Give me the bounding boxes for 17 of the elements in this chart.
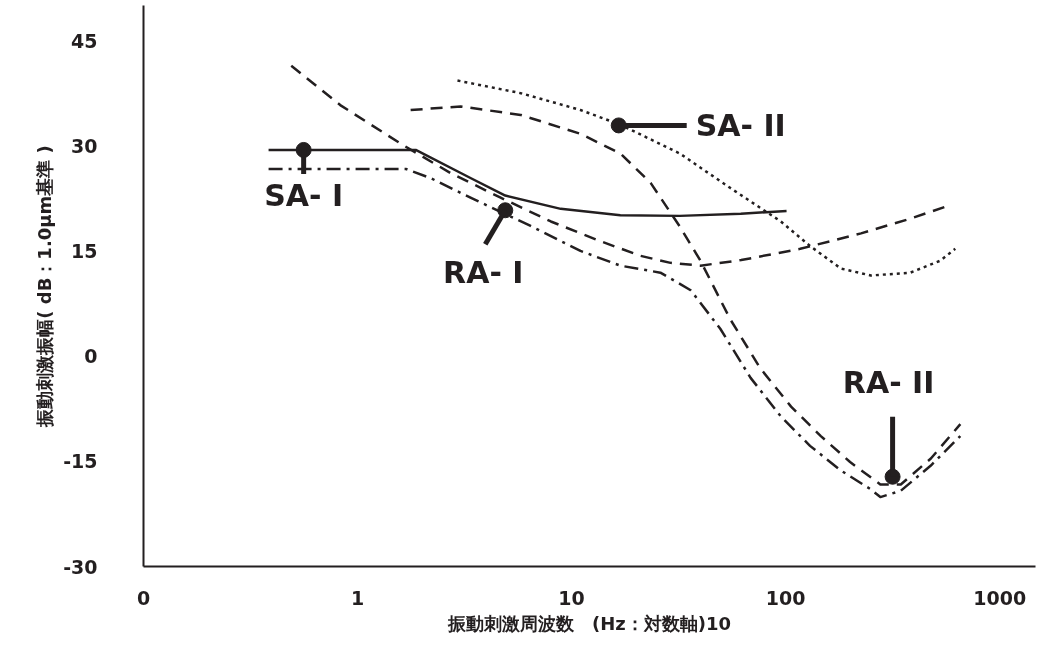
- annotation: SA- I: [264, 178, 344, 214]
- annotation: RA- I: [443, 254, 524, 290]
- y-tick-label: -15: [63, 450, 98, 473]
- x-tick-label: 10: [558, 586, 585, 609]
- y-tick-label: -30: [63, 555, 98, 578]
- y-tick-label: 15: [71, 239, 98, 262]
- annotation: RA- II: [842, 365, 935, 401]
- y-tick-label: 0: [84, 345, 98, 368]
- x-tick-label: 100: [765, 586, 806, 609]
- y-tick-label: 30: [71, 134, 98, 157]
- y-axis-title: 振動刺激振幅( dB：1.0μm基準 ): [34, 145, 56, 428]
- annotation: SA- II: [695, 107, 786, 143]
- x-tick-label: 1: [350, 586, 365, 609]
- x-tick-label: 1000: [973, 586, 1027, 609]
- x-tick-label: 0: [136, 586, 151, 609]
- x-axis-title: 振動刺激周波数 (Hz：対数軸)10: [446, 612, 732, 634]
- y-tick-label: 45: [71, 29, 98, 52]
